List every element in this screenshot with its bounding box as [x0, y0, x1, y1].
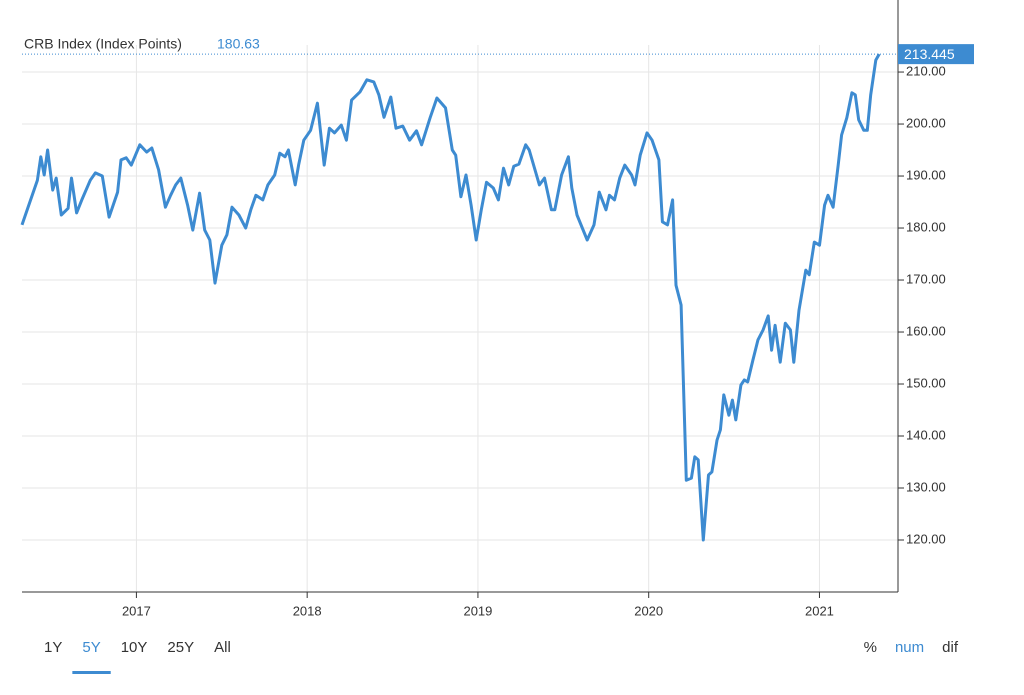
y-tick-label: 120.00 [906, 531, 946, 546]
chart-title: CRB Index (Index Points) [24, 36, 182, 52]
range-underline [72, 671, 111, 674]
y-tick-label: 150.00 [906, 375, 946, 390]
range-button[interactable]: 10Y [121, 639, 148, 656]
range-button[interactable]: 5Y [82, 639, 100, 656]
mode-button[interactable]: dif [942, 639, 959, 656]
x-tick-label: 2019 [463, 603, 492, 618]
y-tick-label: 130.00 [906, 479, 946, 494]
y-tick-label: 160.00 [906, 323, 946, 338]
last-value-label: 213.445 [904, 46, 955, 62]
y-tick-label: 170.00 [906, 271, 946, 286]
range-button[interactable]: All [214, 639, 231, 656]
y-tick-label: 140.00 [906, 427, 946, 442]
mode-button[interactable]: % [864, 639, 877, 656]
mode-button[interactable]: num [895, 639, 924, 656]
y-tick-label: 200.00 [906, 115, 946, 130]
x-tick-label: 2017 [122, 603, 151, 618]
y-tick-label: 180.00 [906, 219, 946, 234]
x-tick-label: 2021 [805, 603, 834, 618]
current-value: 180.63 [217, 36, 260, 52]
y-tick-label: 210.00 [906, 63, 946, 78]
x-tick-label: 2020 [634, 603, 663, 618]
range-button[interactable]: 25Y [167, 639, 194, 656]
data-line [20, 53, 881, 542]
range-button[interactable]: 1Y [44, 639, 62, 656]
last-value-box [898, 44, 974, 65]
y-tick-label: 190.00 [906, 167, 946, 182]
x-tick-label: 2018 [293, 603, 322, 618]
